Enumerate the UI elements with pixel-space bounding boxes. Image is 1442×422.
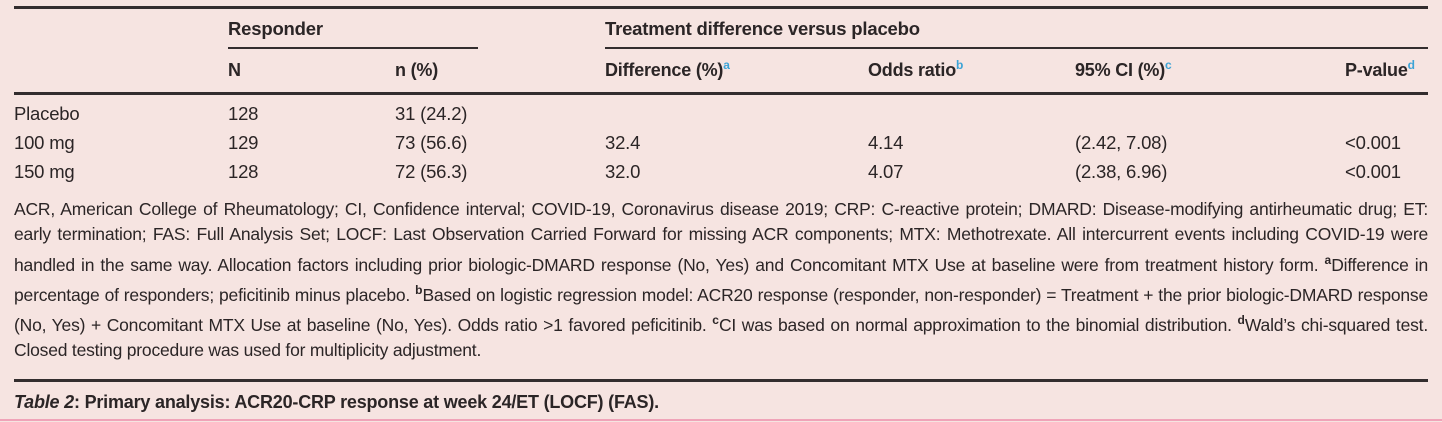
group-header-row: Responder Treatment difference versus pl… <box>14 9 1429 49</box>
table-row: Placebo 128 31 (24.2) <box>14 94 1428 129</box>
table-caption-label: Table 2 <box>14 391 74 412</box>
row-label: 100 mg <box>14 132 75 153</box>
page-bottom-border <box>0 419 1442 421</box>
data-cell: 73 (56.6) <box>395 132 468 153</box>
column-header: Odds ratiob <box>868 49 1075 95</box>
table-row: 150 mg 128 72 (56.3) 32.0 4.07 (2.38, 6.96) <0… <box>14 158 1428 187</box>
data-cell: <0.001 <box>1345 161 1401 182</box>
footnote-marker: a <box>723 58 730 72</box>
data-cell: 128 <box>228 103 259 124</box>
footnote-marker: a <box>1324 252 1332 267</box>
footnote-marker: d <box>1407 58 1415 72</box>
column-header: Difference (%)a <box>605 49 868 95</box>
data-cell: 128 <box>228 161 259 182</box>
results-table: Responder Treatment difference versus pl… <box>14 9 1429 187</box>
column-header: n (%) <box>395 49 605 95</box>
column-header: N <box>228 49 395 95</box>
data-cell <box>868 94 1075 129</box>
footnote-marker: c <box>1165 58 1172 72</box>
data-cell: 72 (56.3) <box>395 161 468 182</box>
data-cell <box>605 94 868 129</box>
data-cell <box>1075 94 1345 129</box>
group-header-responder: Responder <box>228 9 605 49</box>
column-header: 95% CI (%)c <box>1075 49 1345 95</box>
data-cell <box>1345 94 1428 129</box>
data-cell: 129 <box>228 132 259 153</box>
table-caption-text: : Primary analysis: ACR20-CRP response a… <box>73 391 659 412</box>
table-body: Placebo 128 31 (24.2) 100 mg 129 73 (56.6) 32.… <box>14 94 1428 187</box>
footnote-marker: c <box>712 313 719 328</box>
caption-rule <box>14 378 1428 382</box>
footnote-marker: d <box>1237 313 1245 328</box>
data-cell: <0.001 <box>1345 132 1401 153</box>
data-cell: 31 (24.2) <box>395 103 468 124</box>
row-label: Placebo <box>14 103 80 124</box>
data-cell: 4.14 <box>868 132 904 153</box>
table-row: 100 mg 129 73 (56.6) 32.4 4.14 (2.42, 7.08) <0… <box>14 129 1428 158</box>
group-header-label: Treatment difference versus placebo <box>605 18 920 39</box>
column-header: P-valued <box>1345 49 1429 95</box>
row-label: 150 mg <box>14 161 75 182</box>
data-cell: (2.42, 7.08) <box>1075 132 1168 153</box>
footnote-marker: b <box>415 282 423 297</box>
footnote-marker: b <box>956 58 964 72</box>
table-top-rule <box>14 6 1428 9</box>
group-header-label: Responder <box>228 18 323 39</box>
data-cell: 4.07 <box>868 161 904 182</box>
group-header-treatment-difference: Treatment difference versus placebo <box>605 9 1429 49</box>
table-caption: Table 2: Primary analysis: ACR20-CRP res… <box>14 382 1428 413</box>
corner-cell <box>14 9 228 49</box>
column-header <box>14 49 228 95</box>
data-cell: (2.38, 6.96) <box>1075 161 1168 182</box>
data-cell: 32.0 <box>605 161 641 182</box>
data-cell: 32.4 <box>605 132 641 153</box>
footnote: ACR, American College of Rheumatology; C… <box>14 198 1429 361</box>
